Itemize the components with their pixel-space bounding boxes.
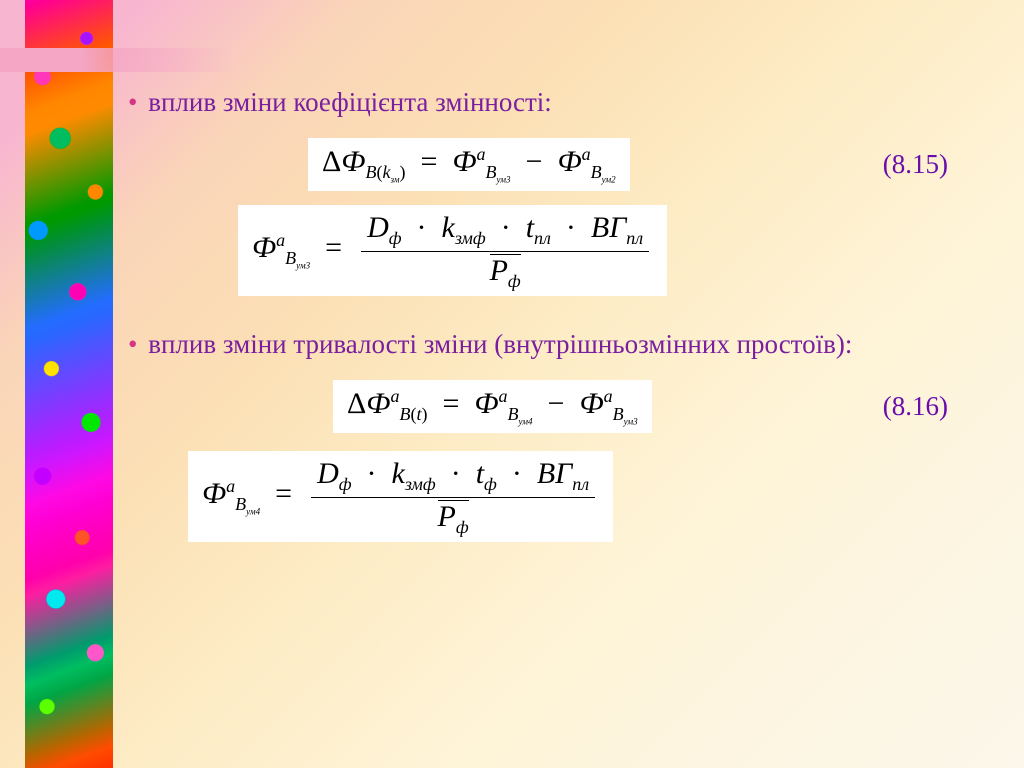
- eq4-dot3: ·: [512, 457, 522, 490]
- eq3-r2-phi: Ф: [579, 387, 603, 420]
- eq1-r2-sup: a: [582, 144, 591, 164]
- eq2-P-sub: ф: [508, 271, 521, 291]
- eq2-k-sub: змф: [455, 228, 486, 248]
- eq2-sup: a: [276, 230, 285, 250]
- equation-8-15-row: ΔФВ(kзм) = ФaВум3 − ФaВум2 (8.15): [308, 138, 988, 191]
- equation-8-15-label: (8.15): [883, 149, 988, 180]
- eq3-r1-phi: Ф: [474, 387, 498, 420]
- eq4-sup: a: [226, 476, 235, 496]
- eq1-r1-phi: Ф: [452, 145, 476, 178]
- eq4-D: D: [317, 457, 339, 490]
- eq3-r2-sub-sub: ум3: [624, 417, 638, 427]
- eq2-equals: =: [325, 231, 342, 264]
- decorative-sidebar: [25, 0, 113, 768]
- eq2-t-sub: пл: [534, 228, 551, 248]
- eq1-paren-close: ): [399, 162, 405, 182]
- eq4-k-sub: змф: [405, 474, 436, 494]
- eq2-dot1: ·: [417, 211, 427, 244]
- eq4-t: t: [476, 457, 484, 490]
- bullet-1-marker: •: [128, 87, 137, 117]
- eq3-minus: −: [548, 387, 565, 420]
- eq4-equals: =: [275, 477, 292, 510]
- bullet-1-text: вплив зміни коефіцієнта змінності:: [148, 87, 552, 117]
- eq4-BG: ВГ: [537, 457, 572, 490]
- eq1-r1-sup: a: [477, 144, 486, 164]
- eq2-k: k: [442, 211, 455, 244]
- eq3-paren-close: ): [421, 404, 427, 424]
- bullet-2-marker: •: [128, 329, 137, 359]
- eq4-sub-main: В: [235, 494, 246, 514]
- eq2-BG: ВГ: [591, 211, 626, 244]
- eq1-r2-sub-main: В: [591, 162, 602, 182]
- eq4-t-sub: ф: [484, 474, 497, 494]
- eq2-phi: Ф: [252, 231, 276, 264]
- eq3-phi: Ф: [366, 387, 390, 420]
- eq2-t: t: [526, 211, 534, 244]
- eq1-equals: =: [420, 145, 437, 178]
- eq4-BG-sub: пл: [572, 474, 589, 494]
- eq4-sub-sub: ум4: [246, 507, 260, 517]
- eq4-phi: Ф: [202, 477, 226, 510]
- eq4-dot2: ·: [451, 457, 461, 490]
- eq2-D-sub: ф: [389, 228, 402, 248]
- slide-content: • вплив зміни коефіцієнта змінності: ΔФВ…: [128, 84, 988, 556]
- eq3-delta: Δ: [347, 387, 366, 420]
- eq1-r2-phi: Ф: [557, 145, 581, 178]
- equation-phi-um3: ФaВум3 = Dф · kзмф · tпл · ВГпл Pф: [238, 205, 667, 296]
- eq3-r1-sup: a: [499, 386, 508, 406]
- eq3-r1-sub-sub: ум4: [519, 417, 533, 427]
- eq2-D: D: [367, 211, 389, 244]
- eq3-r1-sub-main: В: [508, 404, 519, 424]
- equation-phi-um3-row: ФaВум3 = Dф · kзмф · tпл · ВГпл Pф: [238, 205, 988, 296]
- eq2-BG-sub: пл: [626, 228, 643, 248]
- eq2-P: P: [490, 254, 508, 287]
- eq3-r2-sup: a: [604, 386, 613, 406]
- bullet-2: • вплив зміни тривалості зміни (внутрішн…: [128, 326, 988, 362]
- eq4-k: k: [392, 457, 405, 490]
- eq4-P-sub: ф: [456, 517, 469, 537]
- equation-8-16-row: ΔФaВ(t) = ФaВум4 − ФaВум3 (8.16): [333, 380, 988, 433]
- eq2-sub-main: В: [285, 248, 296, 268]
- eq1-r1-sub-sub: ум3: [497, 175, 511, 185]
- equation-8-16-label: (8.16): [883, 391, 988, 422]
- equation-phi-um4: ФaВум4 = Dф · kзмф · tф · ВГпл Pф: [188, 451, 613, 542]
- bullet-2-text: вплив зміни тривалості зміни (внутрішньо…: [148, 329, 852, 359]
- eq1-minus: −: [526, 145, 543, 178]
- equation-phi-um4-row: ФaВум4 = Dф · kзмф · tф · ВГпл Pф: [188, 451, 988, 542]
- eq4-P: P: [438, 500, 456, 533]
- eq3-equals: =: [442, 387, 459, 420]
- eq1-sub-main: В: [365, 162, 376, 182]
- eq3-r2-sub-main: В: [613, 404, 624, 424]
- eq4-dot1: ·: [367, 457, 377, 490]
- eq1-delta: Δ: [322, 145, 341, 178]
- eq1-r1-sub-main: В: [486, 162, 497, 182]
- eq2-dot3: ·: [566, 211, 576, 244]
- equation-8-15: ΔФВ(kзм) = ФaВум3 − ФaВум2: [308, 138, 630, 191]
- eq1-r2-sub-sub: ум2: [602, 175, 616, 185]
- eq3-sub-main: В: [399, 404, 410, 424]
- eq2-sub-sub: ум3: [296, 261, 310, 271]
- bullet-1: • вплив зміни коефіцієнта змінності:: [128, 84, 988, 120]
- eq4-D-sub: ф: [339, 474, 352, 494]
- eq2-dot2: ·: [501, 211, 511, 244]
- equation-8-16: ΔФaВ(t) = ФaВум4 − ФaВум3: [333, 380, 652, 433]
- eq1-phi: Ф: [341, 145, 365, 178]
- decorative-topbar: [0, 48, 235, 72]
